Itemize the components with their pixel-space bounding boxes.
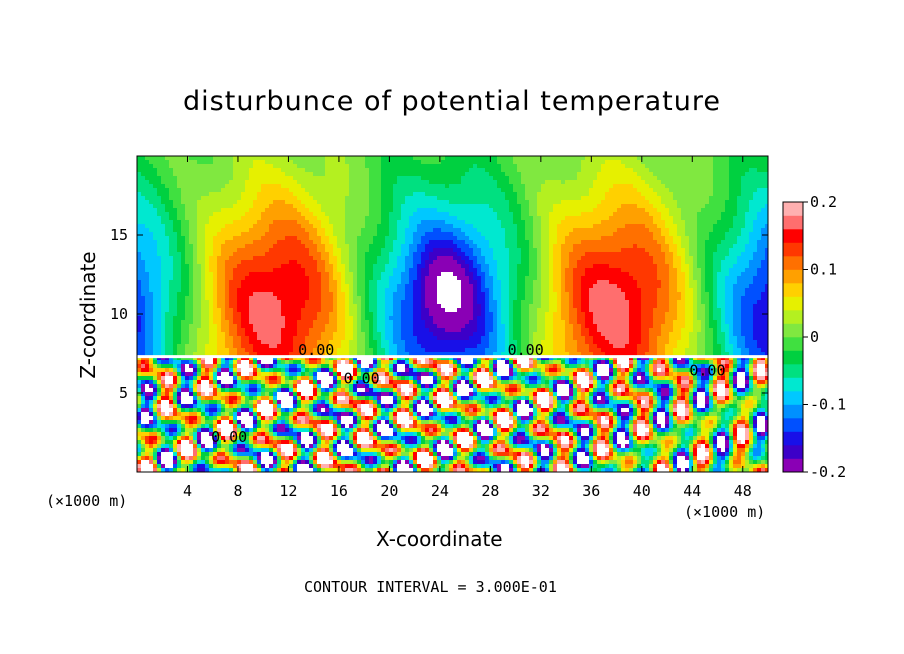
colorbar-segment	[783, 256, 803, 270]
colorbar-segment	[783, 202, 803, 216]
x-tick-label: 8	[233, 482, 242, 500]
x-tick-label: 16	[330, 482, 348, 500]
colorbar-segment	[783, 296, 803, 311]
colorbar-segment	[783, 404, 803, 419]
contour-label: 0.00	[298, 341, 334, 359]
colorbar-segment	[783, 283, 803, 297]
colorbar-segment	[783, 337, 803, 351]
colorbar-tick-label: -0.2	[810, 463, 846, 481]
x-tick-label: 12	[279, 482, 297, 500]
x-axis-label: X-coordinate	[376, 527, 503, 551]
chart-title: disturbunce of potential temperature	[183, 86, 721, 117]
heatmap-field	[137, 156, 769, 473]
y-tick-label: 5	[119, 384, 128, 402]
colorbar-tick-label: 0.1	[810, 261, 837, 279]
contour-label: 0.00	[344, 370, 380, 388]
x-tick-label: 36	[582, 482, 600, 500]
colorbar-segment	[783, 323, 803, 338]
y-tick-label: 15	[110, 226, 128, 244]
x-tick-label: 40	[633, 482, 651, 500]
x-tick-label: 44	[683, 482, 701, 500]
y-axis-label: Z-coordinate	[76, 251, 100, 379]
x-tick-label: 20	[380, 482, 398, 500]
colorbar-segment	[783, 269, 803, 284]
colorbar-tick-label: 0.2	[810, 193, 837, 211]
colorbar-tick-label: 0	[810, 328, 819, 346]
x-unit-label-right: (×1000 m)	[684, 503, 766, 521]
colorbar-segment	[783, 215, 803, 230]
colorbar-segment	[783, 229, 803, 243]
contour-label: 0.00	[689, 362, 725, 380]
colorbar-segment	[783, 350, 803, 365]
colorbar-segment	[783, 310, 803, 324]
x-tick-label: 24	[431, 482, 449, 500]
colorbar-tick-label: -0.1	[810, 396, 846, 414]
contour-label: 0.00	[508, 341, 544, 359]
x-tick-label: 32	[532, 482, 550, 500]
x-tick-label: 28	[481, 482, 499, 500]
colorbar-segment	[783, 364, 803, 378]
contour-label: 0.00	[211, 428, 247, 446]
colorbar-segment	[783, 391, 803, 405]
colorbar-segment	[783, 377, 803, 392]
x-tick-label: 48	[734, 482, 752, 500]
colorbar-segment	[783, 445, 803, 459]
colorbar-segment	[783, 418, 803, 432]
x-tick-label: 4	[183, 482, 192, 500]
colorbar-segment	[783, 458, 803, 473]
colorbar-segment	[783, 431, 803, 446]
colorbar-segment	[783, 242, 803, 257]
x-unit-label-left: (×1000 m)	[46, 492, 128, 510]
contour-interval-note: CONTOUR INTERVAL = 3.000E-01	[304, 578, 557, 596]
y-tick-label: 10	[110, 305, 128, 323]
